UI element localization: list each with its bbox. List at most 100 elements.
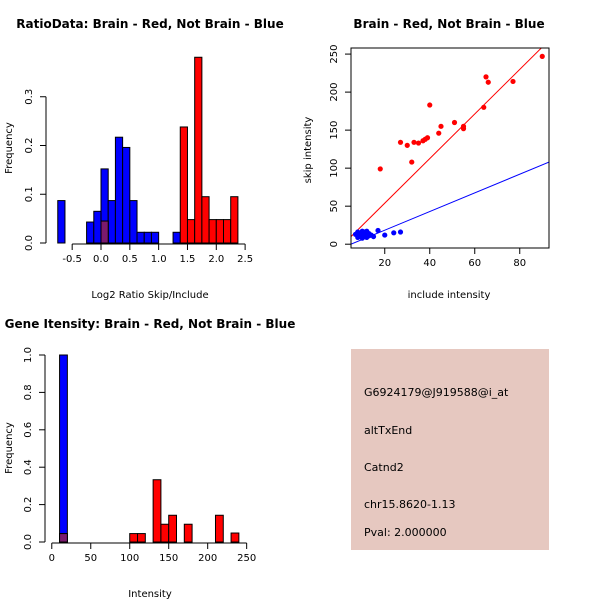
intensity-histogram: Gene Itensity: Brain - Red, Not Brain - … xyxy=(4,317,295,600)
scatter-x-tick-label: 40 xyxy=(423,258,436,269)
scatter-y-tick-label: 0 xyxy=(329,241,340,247)
intensity-hist-x-tick-label: 150 xyxy=(159,553,178,564)
scatter-point-brain xyxy=(377,166,383,172)
ratio-hist-bar-not-brain xyxy=(93,210,102,244)
ratio-hist-x-tick-label: 1.0 xyxy=(151,254,167,265)
intensity-hist-x-tick-label: 0 xyxy=(49,553,55,564)
ratio-histogram-title: RatioData: Brain - Red, Not Brain - Blue xyxy=(16,17,283,31)
probe-id: G6924179@J919588@i_at xyxy=(364,386,509,399)
intensity-histogram-bars xyxy=(59,354,240,543)
scatter-y-tick-label: 50 xyxy=(329,200,340,213)
ratio-hist-bar-not-brain xyxy=(86,221,95,244)
scatter-point-not-brain xyxy=(382,232,388,238)
scatter-y-tick-label: 100 xyxy=(329,159,340,178)
intensity-histogram-title: Gene Itensity: Brain - Red, Not Brain - … xyxy=(5,317,296,331)
ratio-hist-x-tick-label: 2.0 xyxy=(208,254,224,265)
info-panel: G6924179@J919588@i_at altTxEnd Catnd2 ch… xyxy=(351,349,549,550)
intensity-histogram-axes: 0 50 100 150 200 250 0.0 0.2 0.4 0.6 0.8 1.0 xyxy=(23,347,256,564)
intensity-hist-y-tick-label: 0.4 xyxy=(23,459,34,475)
intensity-histogram-ylabel: Frequency xyxy=(4,422,15,474)
ratio-hist-bar-not-brain xyxy=(114,136,124,244)
info-panel-background xyxy=(351,349,549,550)
scatter-x-tick-label: 80 xyxy=(513,258,526,269)
ratio-hist-bar-not-brain xyxy=(107,200,116,244)
intensity-scatter: Brain - Red, Not Brain - Blue 20 40 60 80 0 5… xyxy=(303,17,550,301)
intensity-histogram-xlabel: Intensity xyxy=(128,589,172,600)
intensity-hist-y-tick-label: 1.0 xyxy=(23,347,34,363)
ratio-hist-bar-overlap xyxy=(100,220,109,244)
scatter-y-tick-label: 200 xyxy=(329,83,340,102)
ratio-hist-bar-brain xyxy=(223,219,232,244)
ratio-hist-bar-not-brain xyxy=(129,200,138,244)
ratio-hist-bar-not-brain xyxy=(136,231,145,244)
scatter-point-brain xyxy=(404,142,410,148)
scatter-point-brain xyxy=(460,123,467,129)
scatter-point-brain xyxy=(481,104,487,110)
scatter-axes: 20 40 60 80 0 50 100 150 200 250 xyxy=(329,45,550,269)
intensity-hist-bar-brain xyxy=(152,479,162,543)
pval-text: Pval: 2.000000 xyxy=(364,526,447,539)
ratio-hist-y-tick-label: 0.2 xyxy=(24,138,35,154)
scatter-ylabel: skip intensity xyxy=(303,117,314,184)
scatter-point-brain xyxy=(438,123,444,129)
ratio-hist-bar-brain xyxy=(215,219,224,244)
intensity-hist-bar-brain xyxy=(137,533,146,543)
intensity-hist-x-tick-label: 200 xyxy=(198,553,217,564)
ratio-histogram-xlabel: Log2 Ratio Skip/Include xyxy=(91,290,208,301)
scatter-plot-area xyxy=(351,48,549,245)
scatter-point-not-brain xyxy=(397,229,404,235)
scatter-point-brain xyxy=(424,135,431,141)
ratio-hist-x-tick-label: 0.5 xyxy=(122,254,138,265)
scatter-point-brain xyxy=(411,139,417,145)
scatter-title: Brain - Red, Not Brain - Blue xyxy=(353,17,544,31)
ratio-hist-bar-brain xyxy=(208,219,217,244)
intensity-hist-x-tick-label: 100 xyxy=(120,553,139,564)
intensity-hist-bar-not-brain xyxy=(59,354,68,543)
intensity-hist-y-tick-label: 0.8 xyxy=(23,384,34,400)
scatter-fit-line-brain xyxy=(351,48,543,237)
scatter-point-brain xyxy=(510,78,516,85)
gene-name: Catnd2 xyxy=(364,461,404,474)
intensity-hist-y-tick-label: 0.2 xyxy=(23,497,34,513)
scatter-point-brain xyxy=(451,119,458,126)
scatter-xlabel: include intensity xyxy=(408,290,491,301)
intensity-hist-x-tick-label: 50 xyxy=(84,553,97,564)
ratio-histogram-ylabel: Frequency xyxy=(4,122,15,174)
intensity-hist-y-tick-label: 0.6 xyxy=(23,422,34,438)
ratio-hist-bar-not-brain xyxy=(122,146,131,244)
intensity-hist-bar-overlap xyxy=(59,533,68,543)
ratio-hist-x-tick-label: 1.5 xyxy=(180,254,196,265)
ratio-hist-y-tick-label: 0.3 xyxy=(24,89,35,105)
scatter-x-tick-label: 20 xyxy=(378,258,391,269)
ratio-hist-bar-brain xyxy=(230,196,239,244)
ratio-hist-y-tick-label: 0.0 xyxy=(24,235,35,251)
scatter-point-brain xyxy=(485,79,491,85)
ratio-hist-bar-brain xyxy=(186,219,196,244)
scatter-y-tick-label: 250 xyxy=(329,45,340,64)
ratio-histogram: RatioData: Brain - Red, Not Brain - Blue… xyxy=(4,17,284,301)
ratio-hist-bar-brain xyxy=(201,196,210,244)
ratio-hist-bar-brain xyxy=(179,126,188,244)
ratio-hist-x-tick-label: 0.0 xyxy=(93,254,109,265)
ratio-histogram-axes: -0.5 0.0 0.5 1.0 1.5 2.0 2.5 0.0 0.1 0.2 0.3 xyxy=(24,89,253,265)
scatter-y-tick-label: 150 xyxy=(329,121,340,140)
genomic-location: chr15.8620-1.13 xyxy=(364,498,456,511)
intensity-hist-bar-brain xyxy=(214,514,224,543)
scatter-point-brain xyxy=(436,130,442,136)
intensity-hist-x-tick-label: 250 xyxy=(237,553,256,564)
scatter-clipped-group xyxy=(351,48,549,245)
scatter-frame xyxy=(350,47,550,249)
intensity-hist-y-tick-label: 0.0 xyxy=(23,534,34,550)
intensity-hist-bar-brain xyxy=(183,523,193,543)
ratio-hist-y-tick-label: 0.1 xyxy=(24,186,35,202)
scatter-point-brain xyxy=(415,140,422,146)
ratio-hist-x-tick-label: -0.5 xyxy=(62,254,82,265)
intensity-hist-bar-brain xyxy=(168,514,178,543)
ratio-hist-bar-not-brain xyxy=(150,231,160,244)
ratio-hist-bar-not-brain xyxy=(57,200,66,244)
intensity-hist-bar-brain xyxy=(230,532,240,543)
scatter-point-brain xyxy=(483,74,489,80)
ratio-hist-bar-brain xyxy=(194,56,203,244)
scatter-point-not-brain xyxy=(391,230,397,236)
